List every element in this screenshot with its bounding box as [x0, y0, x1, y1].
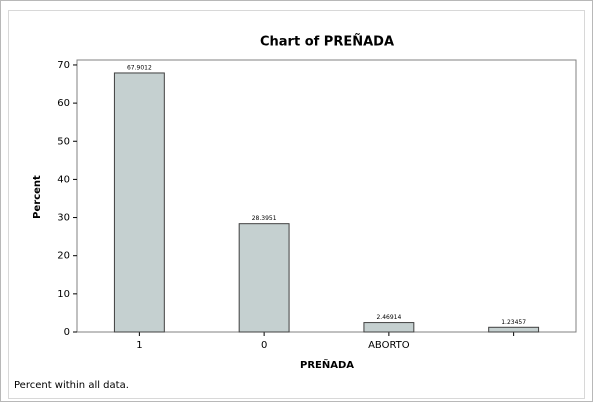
footnote: Percent within all data.	[14, 380, 129, 391]
y-tick-label: 20	[57, 251, 70, 262]
bar	[488, 326, 540, 333]
x-tick-label: 1	[136, 340, 142, 351]
bar	[113, 72, 165, 333]
value-label: 67.9012	[127, 64, 152, 71]
y-tick-label: 40	[57, 174, 70, 185]
bar	[238, 223, 290, 333]
y-axis-title: Percent	[32, 175, 43, 219]
x-tick-label: ABORTO	[368, 340, 410, 351]
y-tick-label: 70	[57, 60, 70, 71]
y-tick-label: 10	[57, 289, 70, 300]
y-tick-label: 30	[57, 213, 70, 224]
bar	[363, 322, 415, 333]
x-axis-title: PREÑADA	[300, 358, 354, 371]
value-label: 2.46914	[376, 314, 401, 321]
y-tick-label: 50	[57, 136, 70, 147]
y-tick-label: 60	[57, 98, 70, 109]
x-tick-label: 0	[261, 340, 267, 351]
chart-title: Chart of PREÑADA	[260, 34, 394, 50]
y-tick-label: 0	[64, 327, 70, 338]
value-label: 1.23457	[501, 319, 526, 326]
value-label: 28.3951	[252, 215, 277, 222]
